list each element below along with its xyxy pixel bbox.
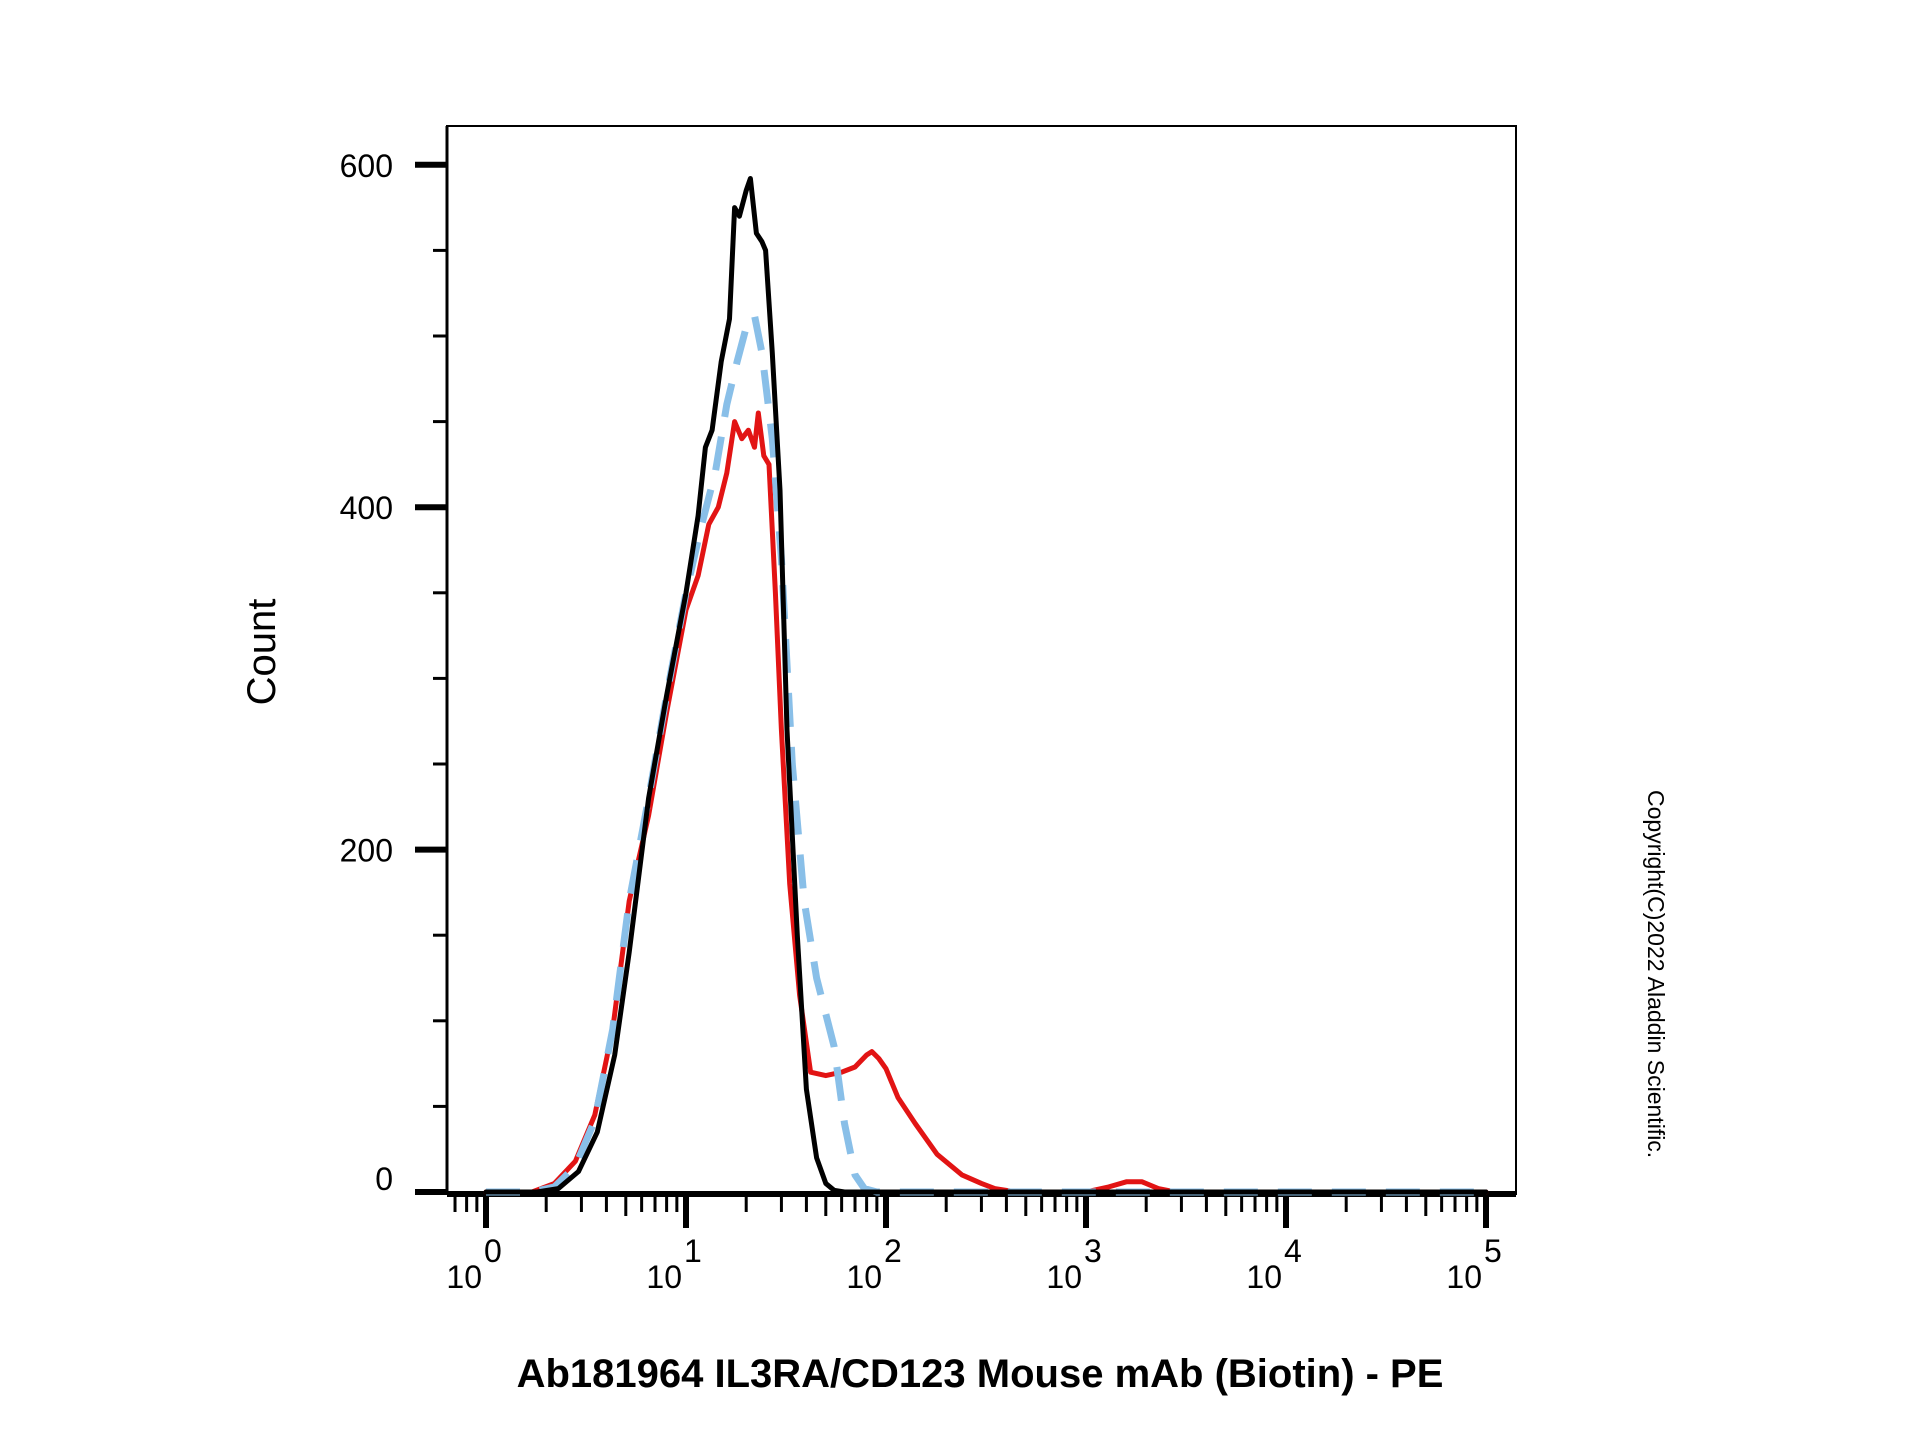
x-tick-label: 103 <box>1046 1233 1101 1295</box>
x-tick-exponent: 5 <box>1484 1233 1502 1269</box>
y-tick-label: 0 <box>375 1161 393 1197</box>
x-tick-base: 10 <box>646 1259 682 1295</box>
y-axis: 0 200 400 600 <box>340 126 449 1197</box>
x-tick-exponent: 1 <box>684 1233 702 1269</box>
x-tick-label: 101 <box>646 1233 701 1295</box>
x-axis-label: Ab181964 IL3RA/CD123 Mouse mAb (Biotin) … <box>517 1352 1444 1396</box>
x-tick-exponent: 0 <box>484 1233 502 1269</box>
copyright-notice: Copyright(C)2022 Aladdin Scientific. <box>1643 790 1669 1158</box>
x-tick-label: 100 <box>446 1233 501 1295</box>
histogram-series-1 <box>483 410 1489 1195</box>
x-tick-label: 102 <box>846 1233 901 1295</box>
x-tick-base: 10 <box>1046 1259 1082 1295</box>
x-tick-base: 10 <box>1246 1259 1282 1295</box>
y-tick-label: 200 <box>340 833 393 869</box>
x-tick-base: 10 <box>846 1259 882 1295</box>
x-tick-exponent: 2 <box>884 1233 902 1269</box>
x-tick-base: 10 <box>1446 1259 1482 1295</box>
histogram-series-2 <box>486 312 1486 1196</box>
y-tick-label: 400 <box>340 490 393 526</box>
x-tick-label: 104 <box>1246 1233 1301 1295</box>
x-tick-label: 105 <box>1446 1233 1501 1295</box>
y-tick-label: 600 <box>340 148 393 184</box>
plot-frame <box>446 125 1517 1195</box>
series-layer <box>483 176 1489 1196</box>
histogram-series-3 <box>483 176 1489 1195</box>
x-tick-base: 10 <box>446 1259 482 1295</box>
y-axis-label: Count <box>240 599 284 706</box>
x-tick-exponent: 4 <box>1284 1233 1302 1269</box>
x-tick-exponent: 3 <box>1084 1233 1102 1269</box>
